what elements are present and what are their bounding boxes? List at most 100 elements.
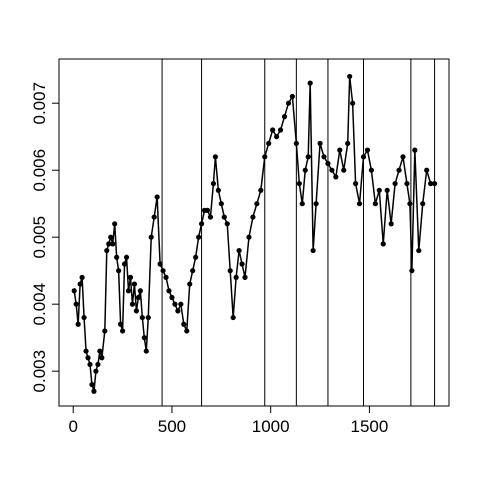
point bbox=[118, 321, 124, 327]
point bbox=[250, 214, 256, 220]
point bbox=[148, 234, 154, 240]
point bbox=[302, 167, 308, 173]
point bbox=[104, 247, 110, 254]
point bbox=[143, 348, 149, 354]
point bbox=[163, 274, 169, 280]
point bbox=[73, 301, 79, 307]
point bbox=[299, 201, 305, 207]
point bbox=[114, 254, 120, 260]
point bbox=[428, 180, 434, 187]
point bbox=[266, 140, 272, 147]
point bbox=[356, 201, 363, 207]
point bbox=[75, 321, 81, 327]
point bbox=[95, 361, 101, 368]
point bbox=[106, 241, 112, 247]
point bbox=[172, 301, 178, 307]
series-line bbox=[73, 76, 435, 392]
point bbox=[210, 180, 217, 187]
point bbox=[81, 314, 87, 321]
y-tick-label: 0.005 bbox=[30, 216, 49, 259]
point bbox=[207, 214, 214, 220]
plot-frame bbox=[58, 58, 450, 407]
point bbox=[254, 201, 260, 207]
point bbox=[364, 147, 371, 153]
point bbox=[151, 214, 157, 220]
y-tick-label: 0.007 bbox=[30, 82, 49, 125]
point bbox=[416, 247, 422, 254]
point bbox=[116, 268, 122, 274]
point bbox=[404, 180, 410, 187]
point bbox=[145, 314, 151, 321]
point bbox=[281, 114, 288, 120]
point bbox=[227, 268, 233, 274]
point bbox=[85, 355, 91, 361]
point bbox=[127, 274, 134, 280]
point bbox=[129, 301, 136, 307]
point bbox=[380, 241, 386, 247]
x-tick-label: 1000 bbox=[252, 417, 290, 436]
point bbox=[313, 201, 319, 207]
point bbox=[230, 314, 236, 321]
point bbox=[133, 308, 140, 314]
x-tick-label: 500 bbox=[158, 417, 186, 436]
point bbox=[293, 140, 299, 147]
point bbox=[424, 167, 430, 173]
x-tick-label: 1500 bbox=[351, 417, 389, 436]
point bbox=[77, 281, 83, 287]
point bbox=[135, 294, 141, 301]
point bbox=[187, 281, 193, 287]
point bbox=[93, 368, 99, 374]
point bbox=[212, 154, 218, 160]
point bbox=[396, 167, 402, 173]
point bbox=[198, 221, 205, 227]
point bbox=[190, 268, 196, 274]
point bbox=[123, 254, 130, 260]
point bbox=[333, 174, 339, 180]
point bbox=[91, 388, 97, 394]
point bbox=[270, 127, 276, 133]
point bbox=[392, 180, 398, 187]
point bbox=[204, 207, 211, 213]
point bbox=[285, 100, 292, 106]
point bbox=[296, 180, 302, 187]
point bbox=[137, 288, 143, 294]
point bbox=[289, 93, 296, 100]
point bbox=[178, 301, 184, 307]
point bbox=[233, 274, 239, 280]
point bbox=[87, 361, 93, 368]
point bbox=[412, 147, 418, 153]
point bbox=[218, 201, 224, 207]
point bbox=[112, 221, 118, 227]
point bbox=[169, 294, 175, 301]
point bbox=[368, 167, 374, 173]
point bbox=[215, 187, 221, 193]
point bbox=[325, 160, 331, 167]
point bbox=[119, 328, 126, 334]
point bbox=[141, 335, 147, 341]
point bbox=[121, 261, 128, 267]
point bbox=[321, 154, 327, 160]
point bbox=[139, 314, 145, 321]
point bbox=[160, 268, 166, 274]
point bbox=[350, 100, 356, 106]
point bbox=[236, 247, 242, 254]
point bbox=[277, 127, 284, 133]
point bbox=[360, 154, 367, 160]
point bbox=[431, 180, 438, 187]
point bbox=[409, 268, 415, 274]
point bbox=[246, 234, 252, 240]
point bbox=[157, 261, 163, 267]
point bbox=[317, 140, 323, 147]
point bbox=[400, 154, 406, 160]
point bbox=[181, 321, 187, 327]
point bbox=[337, 147, 343, 153]
point bbox=[329, 167, 335, 173]
point bbox=[376, 187, 382, 193]
point bbox=[224, 221, 230, 227]
point bbox=[341, 167, 347, 173]
point bbox=[239, 261, 245, 267]
point bbox=[384, 187, 390, 193]
point bbox=[345, 140, 351, 147]
point bbox=[166, 288, 172, 294]
